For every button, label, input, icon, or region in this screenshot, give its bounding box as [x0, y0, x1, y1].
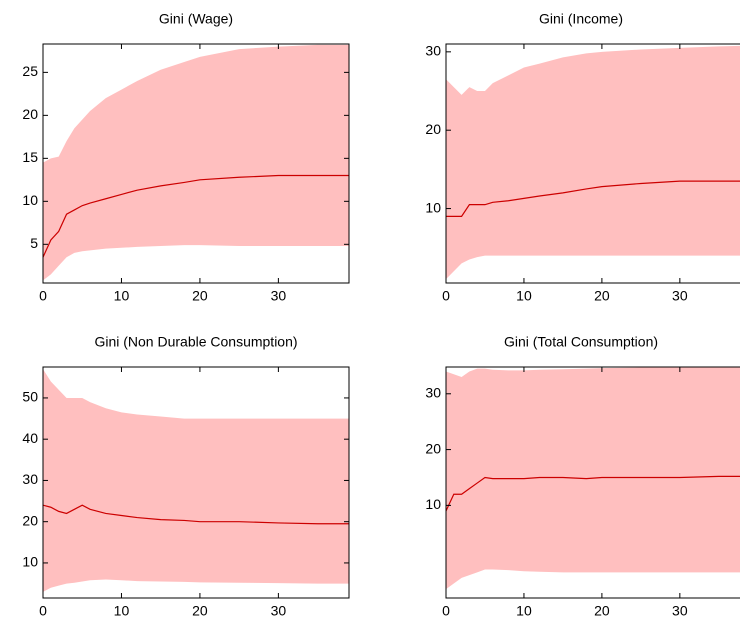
axes-box — [445, 43, 740, 284]
x-tick-label: 10 — [114, 603, 130, 619]
subplot: Gini (Non Durable Consumption) 0 10 20 30 10 2… — [22, 334, 350, 619]
axes-box — [42, 43, 350, 284]
x-tick-label: 30 — [271, 288, 287, 304]
subplot: Gini (Total Consumption) 0 10 20 30 10 20 30 — [425, 334, 740, 619]
subplot: Gini (Income) 0 10 20 30 10 20 30 — [425, 11, 740, 304]
y-tick-label: 40 — [22, 430, 38, 446]
y-tick-label: 20 — [425, 440, 441, 456]
confidence-band — [446, 45, 740, 280]
x-tick-label: 20 — [594, 288, 610, 304]
axes-box — [445, 366, 740, 599]
subplot: Gini (Wage) 0 10 20 30 5 10 15 20 25 — [22, 11, 350, 304]
y-tick-label: 20 — [425, 121, 441, 137]
y-tick-label: 15 — [22, 149, 38, 165]
subplot-title: Gini (Non Durable Consumption) — [94, 334, 297, 350]
plot-area — [43, 44, 349, 281]
y-tick-label: 10 — [425, 496, 441, 512]
y-tick-label: 5 — [30, 235, 38, 251]
median-line — [43, 174, 349, 258]
median-line — [43, 504, 349, 525]
median-line — [446, 180, 740, 217]
subplot-title: Gini (Wage) — [159, 11, 233, 27]
x-tick-label: 30 — [672, 288, 688, 304]
y-tick-label: 25 — [22, 63, 38, 79]
x-tick-label: 0 — [39, 288, 47, 304]
y-tick-label: 10 — [22, 554, 38, 570]
x-tick-label: 0 — [442, 603, 450, 619]
x-tick-label: 30 — [672, 603, 688, 619]
y-tick-label: 10 — [425, 199, 441, 215]
x-tick-label: 10 — [114, 288, 130, 304]
confidence-band — [43, 44, 349, 281]
plot-area — [446, 367, 740, 590]
y-tick-label: 10 — [22, 192, 38, 208]
y-tick-label: 50 — [22, 389, 38, 405]
y-tick-label: 30 — [425, 384, 441, 400]
x-tick-label: 20 — [192, 603, 208, 619]
x-tick-label: 10 — [516, 603, 532, 619]
y-tick-label: 20 — [22, 106, 38, 122]
plot-area — [446, 45, 740, 280]
x-tick-label: 20 — [594, 603, 610, 619]
confidence-band — [43, 369, 349, 592]
y-tick-label: 30 — [425, 43, 441, 59]
y-tick-label: 20 — [22, 512, 38, 528]
x-tick-label: 20 — [192, 288, 208, 304]
x-tick-label: 0 — [39, 603, 47, 619]
median-line — [446, 475, 740, 512]
subplot-title: Gini (Income) — [539, 11, 623, 27]
subplot-title: Gini (Total Consumption) — [504, 334, 658, 350]
x-tick-label: 30 — [271, 603, 287, 619]
plot-area — [43, 369, 349, 592]
y-tick-label: 30 — [22, 471, 38, 487]
x-tick-label: 0 — [442, 288, 450, 304]
x-tick-label: 10 — [516, 288, 532, 304]
axes-box — [42, 366, 350, 599]
